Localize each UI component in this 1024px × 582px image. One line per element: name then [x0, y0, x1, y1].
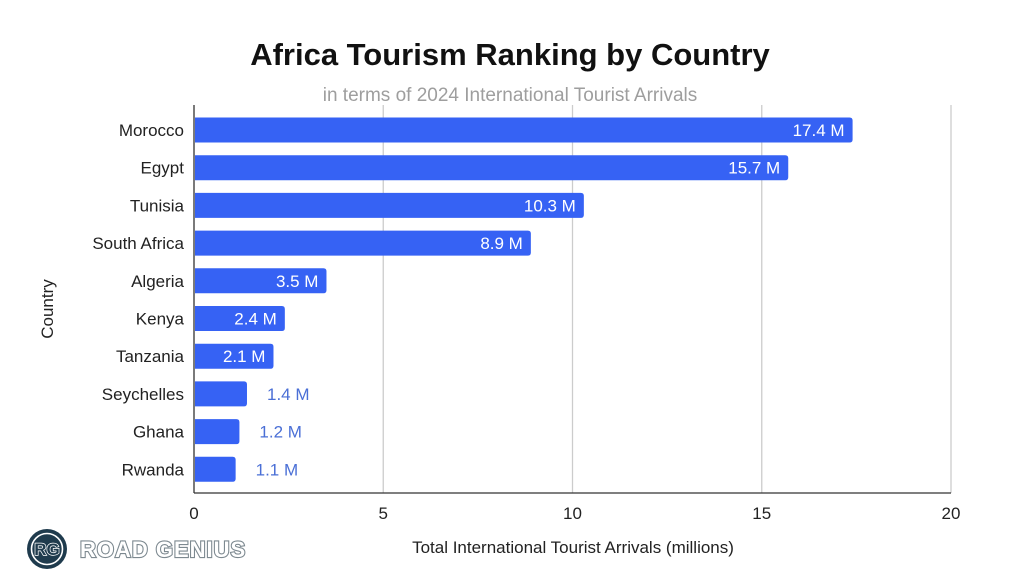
category-label: Kenya: [136, 310, 185, 329]
data-label: 1.2 M: [259, 423, 302, 442]
category-label: Seychelles: [102, 385, 184, 404]
brand-logo: RG ROAD GENIUS: [27, 529, 246, 569]
x-tick-labels: 0 5 10 15 20: [189, 504, 960, 523]
brand-name: ROAD GENIUS: [80, 537, 246, 562]
x-tick-label: 10: [563, 504, 582, 523]
x-tick-label: 20: [942, 504, 961, 523]
chart-subtitle: in terms of 2024 International Tourist A…: [323, 85, 698, 106]
category-label: Rwanda: [122, 460, 185, 479]
bar-ghana: [195, 419, 240, 445]
data-label: 2.1 M: [223, 347, 266, 366]
data-label: 8.9 M: [480, 234, 523, 253]
data-label: 3.5 M: [276, 272, 319, 291]
data-label: 1.4 M: [267, 385, 310, 404]
data-label: 17.4 M: [793, 121, 845, 140]
bar-seychelles: [195, 381, 247, 407]
bar-rwanda: [195, 456, 236, 482]
category-label: Tunisia: [130, 196, 185, 215]
category-label: Tanzania: [116, 347, 185, 366]
logo-circle-icon: [27, 529, 67, 569]
data-label: 1.1 M: [256, 460, 299, 479]
bar-tanzania: [195, 343, 274, 369]
bar-egypt: [195, 155, 789, 181]
chart-title: Africa Tourism Ranking by Country: [250, 37, 770, 72]
category-labels: Morocco Egypt Tunisia South Africa Algeria Ke…: [92, 121, 184, 479]
x-tick-label: 0: [189, 504, 198, 523]
bar-morocco: [195, 117, 853, 143]
data-label: 15.7 M: [728, 159, 780, 178]
logo-initials: RG: [34, 540, 60, 559]
category-label: Morocco: [119, 121, 184, 140]
category-label: Ghana: [133, 423, 185, 442]
bars: [195, 117, 853, 482]
bar-kenya: [195, 306, 285, 331]
x-tick-label: 5: [379, 504, 388, 523]
bar-south-africa: [195, 230, 531, 256]
value-labels: 17.4 M15.7 M10.3 M8.9 M3.5 M2.4 M2.1 M1.…: [223, 121, 845, 479]
data-label: 2.4 M: [234, 310, 277, 329]
category-label: Egypt: [141, 159, 185, 178]
category-label: Algeria: [131, 272, 184, 291]
x-tick-label: 15: [752, 504, 771, 523]
data-label: 10.3 M: [524, 196, 576, 215]
category-label: South Africa: [92, 234, 184, 253]
logo-ring-icon: [30, 532, 64, 566]
bar-algeria: [195, 268, 327, 294]
x-axis-title: Total International Tourist Arrivals (mi…: [412, 538, 734, 557]
bar-tunisia: [195, 192, 584, 218]
y-axis-title: Country: [38, 279, 57, 339]
